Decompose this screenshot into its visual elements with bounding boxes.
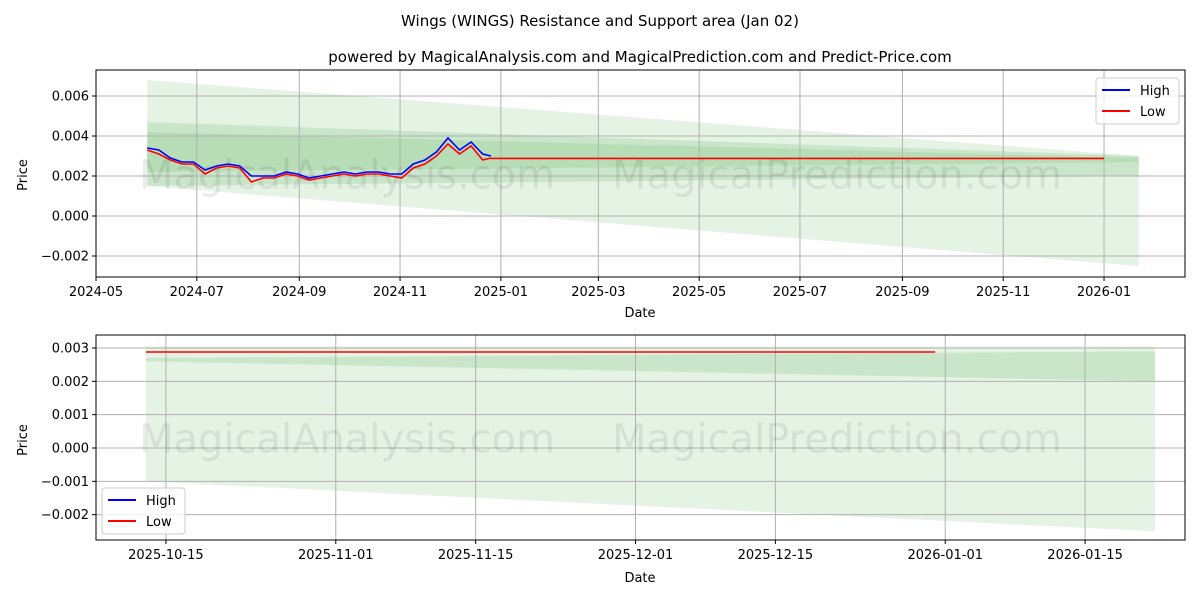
x-tick-label: 2026-01	[1077, 285, 1131, 300]
plot-area	[96, 335, 1185, 540]
y-tick-label: 0.002	[52, 170, 89, 185]
x-tick-label: 2025-11	[976, 285, 1030, 300]
x-tick-label: 2024-11	[373, 285, 427, 300]
y-tick-label: 0.000	[52, 442, 89, 457]
y-tick-label: 0.003	[52, 342, 89, 357]
y-axis-label-top: Price	[16, 159, 31, 191]
wide-band	[145, 346, 1156, 532]
axes-1: 2025-10-15 2025-11-01 2025-11-15 2025-12-01…	[41, 334, 1186, 563]
watermark: MagicalAnalysis.com	[139, 417, 555, 463]
axes-0: 2024-05 2024-07 2024-09 2024-11 2025-01 2025-…	[41, 69, 1186, 300]
x-tick-label: 2025-10-15	[128, 548, 204, 563]
axes-frame	[95, 334, 1186, 541]
y-tick-label: 0.000	[52, 210, 89, 225]
figure-title: Wings (WINGS) Resistance and Support are…	[401, 12, 799, 30]
x-tick-label: 2025-11-15	[438, 548, 514, 563]
mid-band	[147, 122, 1139, 186]
series-low-line	[146, 142, 492, 183]
watermark: MagicalAnalysis.com	[139, 153, 555, 199]
y-tick-label: 0.002	[52, 375, 89, 390]
y-tick-label: 0.006	[52, 90, 89, 105]
wide-band	[147, 80, 1139, 266]
legend-low-label: Low	[1140, 105, 1166, 120]
x-tick-label: 2024-07	[170, 285, 224, 300]
watermark: MagicalPrediction.com	[612, 153, 1062, 199]
x-tick-label: 2026-01-15	[1047, 548, 1123, 563]
y-tick-label: −0.002	[41, 250, 89, 265]
y-axis-label-bottom: Price	[16, 424, 31, 456]
subtitle: powered by MagicalAnalysis.com and Magic…	[328, 48, 952, 66]
axes-frame	[95, 69, 1186, 278]
y-tick-label: −0.001	[41, 475, 89, 490]
x-tick-label: 2024-05	[69, 285, 123, 300]
legend-high-label: High	[146, 494, 176, 509]
x-tick-label: 2025-11-01	[298, 548, 374, 563]
x-tick-label: 2025-09	[875, 285, 929, 300]
legend-high-label: High	[1140, 84, 1170, 99]
x-tick-label: 2025-01	[474, 285, 528, 300]
y-tick-label: 0.001	[52, 408, 89, 423]
x-tick-label: 2025-12-15	[738, 548, 814, 563]
x-tick-label: 2026-01-01	[907, 548, 983, 563]
series-high-line	[147, 136, 492, 179]
x-axis-label-top: Date	[624, 306, 655, 321]
legend: High Low	[101, 487, 186, 535]
x-tick-label: 2025-07	[773, 285, 827, 300]
legend-low-label: Low	[146, 515, 172, 530]
inner-band	[147, 132, 1139, 172]
mid-band	[145, 351, 1156, 382]
x-tick-label: 2025-05	[672, 285, 726, 300]
legend: High Low	[1095, 77, 1180, 125]
y-tick-label: 0.004	[52, 130, 89, 145]
x-tick-label: 2025-03	[571, 285, 625, 300]
x-tick-label: 2025-12-01	[598, 548, 674, 563]
x-tick-label: 2024-09	[272, 285, 326, 300]
y-tick-label: −0.002	[41, 508, 89, 523]
x-axis-label-bottom: Date	[624, 571, 655, 586]
watermark: MagicalPrediction.com	[612, 417, 1062, 463]
